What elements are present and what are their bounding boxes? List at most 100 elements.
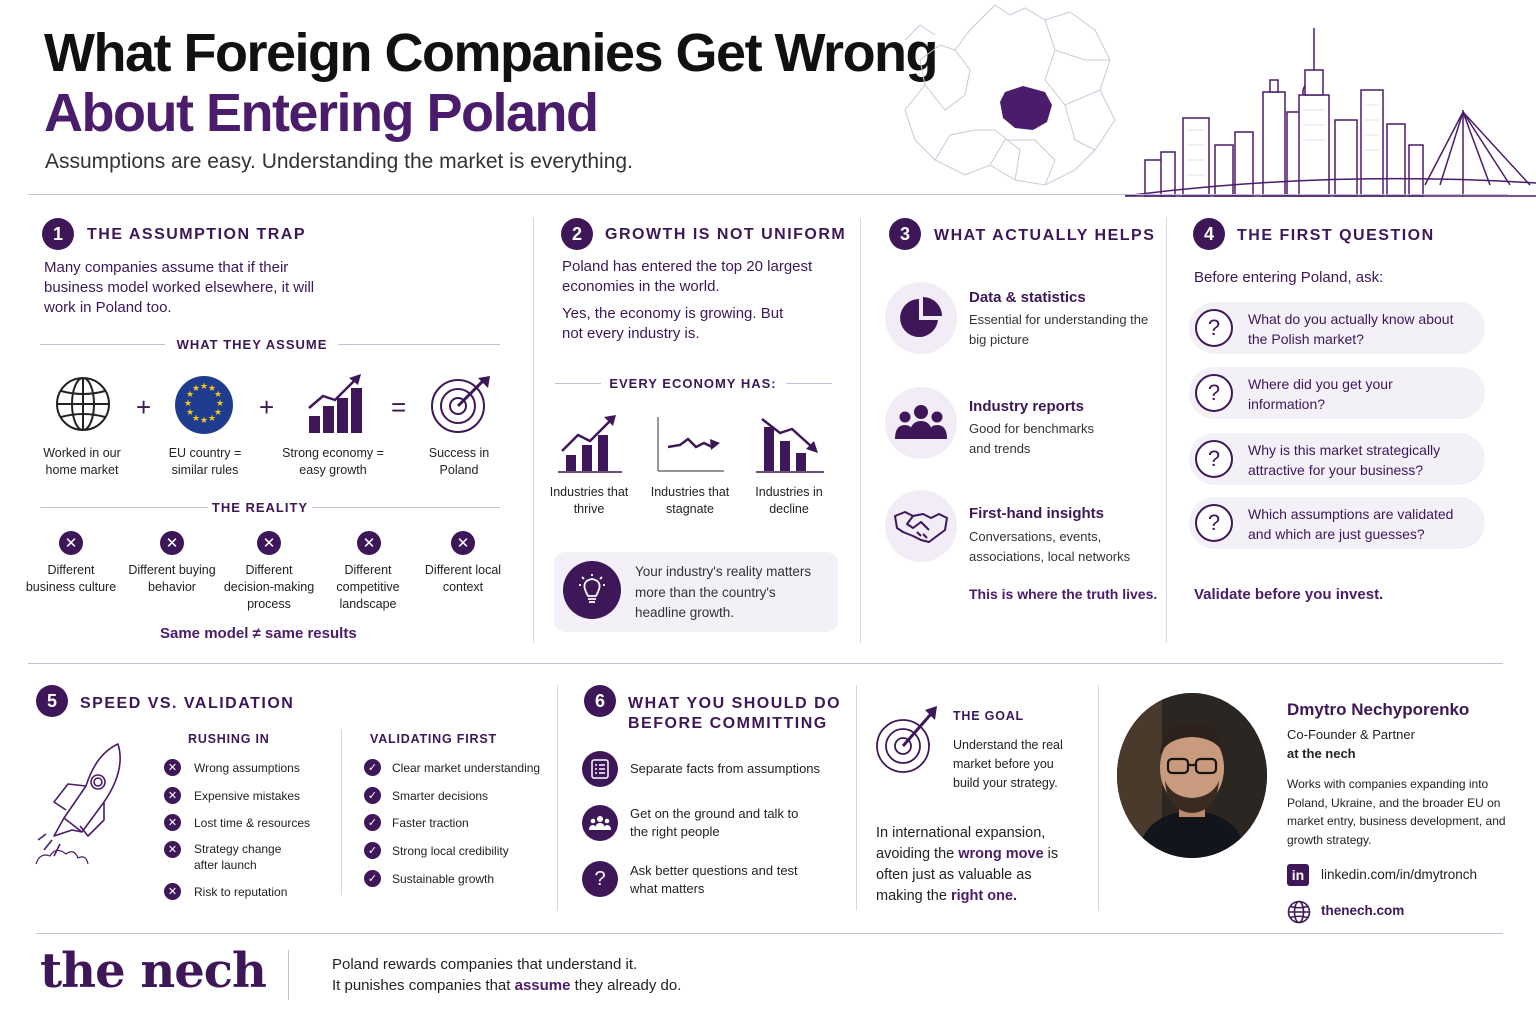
step-text: Separate facts from assumptions: [630, 761, 821, 776]
decline-chart-icon: [756, 418, 824, 473]
check-icon: ✓: [364, 759, 381, 776]
page-title-line1: What Foreign Companies Get Wrong: [44, 23, 939, 83]
quote-text: is often just as valuable as making the: [876, 846, 1059, 904]
section-4-title: THE FIRST QUESTION: [1237, 227, 1435, 244]
rushing-in-label: RUSHING IN: [188, 732, 270, 746]
globe-icon: [56, 377, 110, 431]
target-icon: [431, 376, 490, 433]
step-text: Get on the ground and talk to the right …: [630, 806, 799, 839]
section-2-p1: Poland has entered the top 20 largest ec…: [562, 258, 813, 295]
validating-item: Clear market understanding: [392, 761, 541, 775]
svg-text:★: ★: [186, 408, 194, 418]
section-1-title: THE ASSUMPTION TRAP: [87, 226, 307, 243]
footer-text: they already do.: [570, 977, 682, 994]
footer-line1: Poland rewards companies that understand…: [332, 956, 638, 973]
section-6-title-line2: BEFORE COMMITTING: [628, 715, 828, 732]
globe-icon: [1287, 900, 1311, 924]
validating-item: Strong local credibility: [392, 844, 509, 858]
section-3-title: WHAT ACTUALLY HELPS: [934, 227, 1156, 244]
x-icon: ✕: [257, 531, 281, 555]
profile-role: Co-Founder & Partner: [1287, 727, 1415, 742]
assumption-label: Success in Poland: [428, 446, 490, 477]
svg-text:★: ★: [208, 384, 216, 394]
goal-text: Understand the real market before you bu…: [953, 738, 1063, 790]
profile-bio: Works with companies expanding into Pola…: [1287, 777, 1506, 847]
svg-text:★: ★: [192, 414, 200, 424]
validating-item: Faster traction: [392, 816, 469, 830]
section-5-number: 5: [36, 685, 68, 717]
linkedin-icon: in: [1287, 864, 1309, 886]
assumption-label: EU country = similar rules: [168, 446, 242, 477]
what-they-assume-label: WHAT THEY ASSUME: [176, 337, 328, 352]
plus-operator: +: [136, 392, 152, 422]
x-icon: ✕: [164, 883, 181, 900]
thrive-chart-icon: [558, 415, 622, 473]
europe-map-illustration: [904, 4, 1116, 186]
bar-growth-icon: [308, 374, 362, 433]
validating-first-label: VALIDATING FIRST: [370, 732, 497, 746]
x-icon: ✕: [164, 841, 181, 858]
help-item-sub: Conversations, events, associations, loc…: [969, 529, 1131, 564]
section-4-number: 4: [1193, 218, 1225, 250]
rocket-icon: [35, 743, 121, 865]
industry-label: Industries that stagnate: [650, 485, 730, 516]
x-icon: ✕: [160, 531, 184, 555]
svg-text:★: ★: [214, 408, 222, 418]
profile-company: at the nech: [1287, 746, 1356, 761]
the-reality-label: THE REALITY: [211, 500, 309, 515]
plus-operator: +: [259, 392, 275, 422]
svg-text:★: ★: [184, 399, 192, 409]
rushing-item: Wrong assumptions: [194, 761, 300, 775]
svg-text:★: ★: [214, 390, 222, 400]
question-text: Where did you get your information?: [1248, 376, 1393, 412]
help-item-sub: Good for benchmarks and trends: [969, 421, 1095, 456]
validating-item: Smarter decisions: [392, 789, 489, 803]
rushing-item: Lost time & resources: [194, 816, 311, 830]
svg-text:★: ★: [216, 399, 224, 409]
question-mark-icon: ?: [1195, 374, 1233, 412]
quote-highlight: right one.: [950, 888, 1018, 904]
x-icon: ✕: [164, 814, 181, 831]
x-icon: ✕: [59, 531, 83, 555]
x-icon: ✕: [164, 787, 181, 804]
website-link[interactable]: thenech.com: [1321, 903, 1405, 918]
section-5-title: SPEED VS. VALIDATION: [80, 695, 295, 712]
check-icon: ✓: [364, 814, 381, 831]
question-card: [1189, 433, 1485, 485]
goal-quote: In international expansion, avoiding the…: [876, 823, 1076, 907]
reality-label: Different business culture: [25, 563, 117, 594]
help-item-sub: Essential for understanding the big pict…: [969, 312, 1149, 347]
question-text: Why is this market strategically attract…: [1248, 442, 1441, 478]
warsaw-skyline-illustration: [1125, 28, 1536, 197]
step-text: Ask better questions and test what matte…: [630, 863, 798, 896]
validating-item: Sustainable growth: [392, 872, 495, 886]
x-icon: ✕: [164, 759, 181, 776]
industry-label: Industries that thrive: [549, 485, 629, 516]
section-2-number: 2: [561, 218, 593, 250]
industry-label: Industries in decline: [755, 485, 823, 516]
reality-label: Different competitive landscape: [336, 563, 400, 611]
linkedin-link[interactable]: linkedin.com/in/dmytronch: [1321, 867, 1478, 882]
question-card: [1189, 302, 1485, 354]
section-3-tagline: This is where the truth lives.: [969, 586, 1158, 602]
question-text: What do you actually know about the Poli…: [1248, 311, 1454, 347]
equals-operator: =: [391, 392, 407, 422]
svg-text:★: ★: [208, 414, 216, 424]
help-item-title: Data & statistics: [969, 289, 1086, 306]
callout-text: Your industry's reality matters more tha…: [635, 564, 812, 620]
people-group-icon: [885, 387, 957, 459]
check-icon: ✓: [364, 842, 381, 859]
section-1-intro: Many companies assume that if their busi…: [44, 259, 315, 316]
section-1-number: 1: [42, 218, 74, 250]
poland-map-highlight: [1000, 86, 1052, 130]
x-icon: ✕: [451, 531, 475, 555]
people-group-icon: [582, 805, 618, 841]
section-1-conclusion: Same model ≠ same results: [160, 625, 357, 642]
help-item-title: Industry reports: [969, 398, 1085, 415]
page-subtitle: Assumptions are easy. Understanding the …: [45, 150, 633, 173]
checklist-icon: [582, 751, 618, 787]
footer-highlight: assume: [514, 977, 571, 994]
question-mark-icon: ?: [1195, 440, 1233, 478]
question-text: Which assumptions are validated and whic…: [1248, 506, 1454, 542]
goal-label: THE GOAL: [953, 709, 1024, 723]
